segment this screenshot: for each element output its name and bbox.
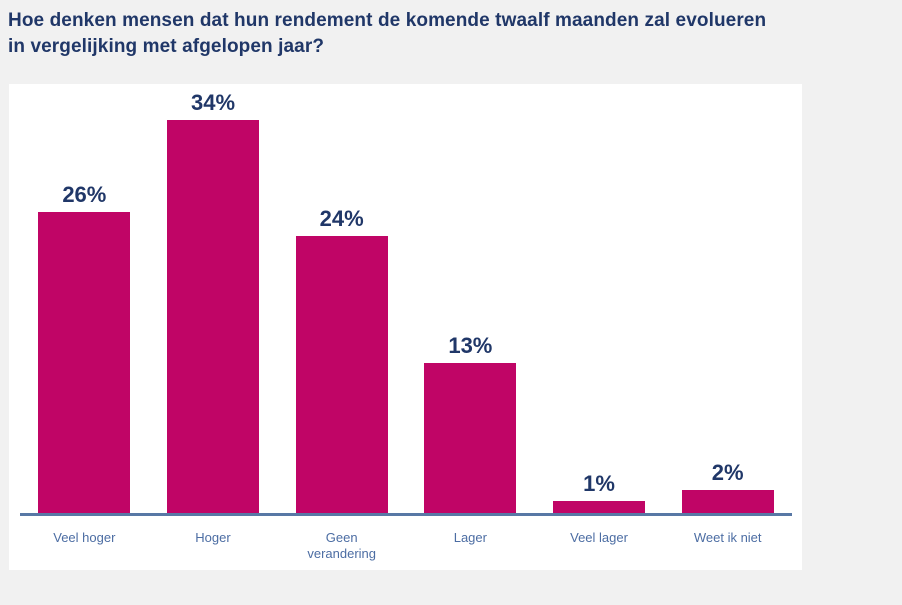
chart-panel: 26% 34% 24% 13% 1% 2% Veel hoger Hoger Geen ver… [9,84,802,570]
bar-value-label: 2% [711,460,744,485]
plot-area: 26% 34% 24% 13% 1% 2% [20,84,792,513]
bar-column: 34% [149,84,278,513]
bar-value-label: 1% [583,471,615,496]
bar [295,236,388,513]
chart-question-title: Hoe denken mensen dat hun rendement de k… [8,10,767,58]
x-axis-line [20,513,792,516]
category-label: Veel lager [570,530,628,545]
category-label: Lager [453,530,487,545]
bar-value-label: 26% [62,182,107,207]
bar-value-label: 34% [190,90,236,115]
bar [167,120,259,513]
bar-column: 24% [277,84,406,513]
category-label: Geen verandering [307,530,376,562]
category-label: Veel hoger [53,530,116,545]
bar [38,212,131,513]
bar-value-label: 24% [319,206,364,231]
bar [553,501,646,513]
bar [681,490,774,513]
bar-column: 26% [20,84,149,513]
bar-column: 13% [406,84,535,513]
bar-value-label: 13% [448,333,493,358]
category-labels: Veel hoger Hoger Geen verandering Lager Veel… [20,530,792,563]
category-label: Hoger [195,530,231,545]
bar-column: 1% [535,84,664,513]
bar-column: 2% [663,84,792,513]
bar [424,363,517,513]
category-label: Weet ik niet [693,530,762,545]
